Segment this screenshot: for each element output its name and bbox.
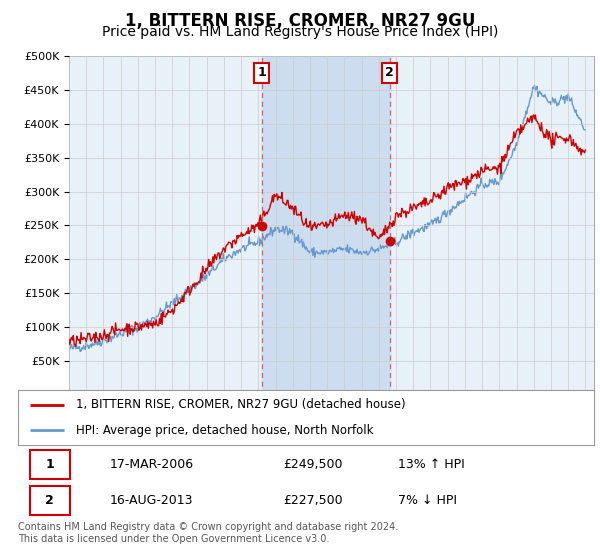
Text: 2: 2 — [385, 67, 394, 80]
Text: 1, BITTERN RISE, CROMER, NR27 9GU: 1, BITTERN RISE, CROMER, NR27 9GU — [125, 12, 475, 30]
Text: 17-MAR-2006: 17-MAR-2006 — [110, 458, 194, 471]
FancyBboxPatch shape — [29, 486, 70, 515]
Text: 1: 1 — [46, 458, 54, 471]
Text: £227,500: £227,500 — [283, 494, 343, 507]
Text: HPI: Average price, detached house, North Norfolk: HPI: Average price, detached house, Nort… — [76, 424, 373, 437]
Bar — [262, 56, 389, 395]
Text: 7% ↓ HPI: 7% ↓ HPI — [398, 494, 457, 507]
FancyBboxPatch shape — [29, 450, 70, 479]
Text: 2: 2 — [46, 494, 54, 507]
Text: 1: 1 — [257, 67, 266, 80]
Text: 16-AUG-2013: 16-AUG-2013 — [110, 494, 194, 507]
Text: £249,500: £249,500 — [283, 458, 343, 471]
Text: 13% ↑ HPI: 13% ↑ HPI — [398, 458, 465, 471]
Text: 1, BITTERN RISE, CROMER, NR27 9GU (detached house): 1, BITTERN RISE, CROMER, NR27 9GU (detac… — [76, 398, 405, 412]
Text: Contains HM Land Registry data © Crown copyright and database right 2024.
This d: Contains HM Land Registry data © Crown c… — [18, 522, 398, 544]
Text: Price paid vs. HM Land Registry's House Price Index (HPI): Price paid vs. HM Land Registry's House … — [102, 25, 498, 39]
